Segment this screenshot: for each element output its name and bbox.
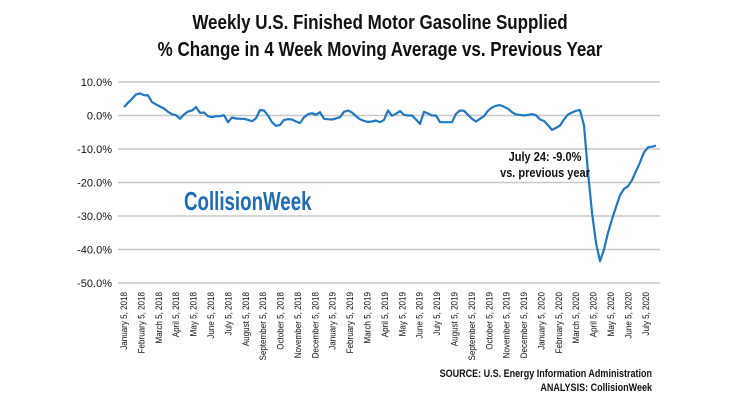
x-tick-label: June 5, 2018 [205,292,216,339]
x-tick-label: April 5, 2019 [379,292,390,337]
x-tick-label: February 5, 2020 [553,292,564,353]
y-tick-label: -10.0% [77,144,112,156]
x-tick-label: April 5, 2018 [171,292,182,337]
series-line [123,92,657,263]
x-tick-label: May 5, 2020 [605,292,616,336]
x-tick-label: August 5, 2018 [240,292,251,346]
x-tick-label: July 5, 2019 [431,292,442,336]
chart-title: Weekly U.S. Finished Motor Gasoline Supp… [192,11,567,34]
x-tick-label: June 5, 2020 [623,292,634,339]
y-tick-label: -20.0% [77,178,112,190]
source-note: SOURCE: U.S. Energy Information Administ… [440,368,652,380]
x-tick-label: February 5, 2018 [136,292,147,353]
x-tick-label: September 5, 2018 [258,292,269,361]
y-tick-label: 10.0% [81,77,112,89]
collisionweek-logo: CollisionWeek [184,186,312,216]
x-tick-label: March 5, 2018 [153,292,164,344]
annotation-line-2: vs. previous year [500,166,590,180]
y-tick-label: -30.0% [77,211,112,223]
analysis-note: ANALYSIS: CollisionWeek [540,382,652,394]
x-tick-label: July 5, 2020 [640,292,651,336]
annotation-line-1: July 24: -9.0% [509,150,582,164]
x-tick-label: May 5, 2018 [188,292,199,336]
x-tick-label: January 5, 2020 [536,292,547,350]
x-tick-label: October 5, 2018 [275,292,286,350]
x-tick-label: January 5, 2018 [118,292,129,350]
chart-subtitle: % Change in 4 Week Moving Average vs. Pr… [158,38,603,61]
x-tick-label: October 5, 2019 [484,292,495,350]
x-tick-label: December 5, 2018 [310,292,321,358]
x-tick-label: March 5, 2020 [571,292,582,344]
x-tick-label: December 5, 2019 [518,292,529,358]
x-tick-label: September 5, 2019 [466,292,477,361]
x-tick-label: January 5, 2019 [327,292,338,350]
x-tick-label: November 5, 2019 [501,292,512,358]
x-tick-label: July 5, 2018 [223,292,234,336]
x-tick-label: May 5, 2019 [397,292,408,336]
x-tick-label: February 5, 2019 [344,292,355,353]
x-tick-label: November 5, 2018 [292,292,303,358]
y-tick-label: -40.0% [77,245,112,257]
x-tick-label: March 5, 2019 [362,292,373,344]
x-tick-label: April 5, 2020 [588,292,599,337]
x-tick-label: August 5, 2019 [449,292,460,346]
y-tick-label: 0.0% [87,111,112,123]
y-tick-label: -50.0% [77,278,112,290]
x-tick-label: June 5, 2019 [414,292,425,339]
